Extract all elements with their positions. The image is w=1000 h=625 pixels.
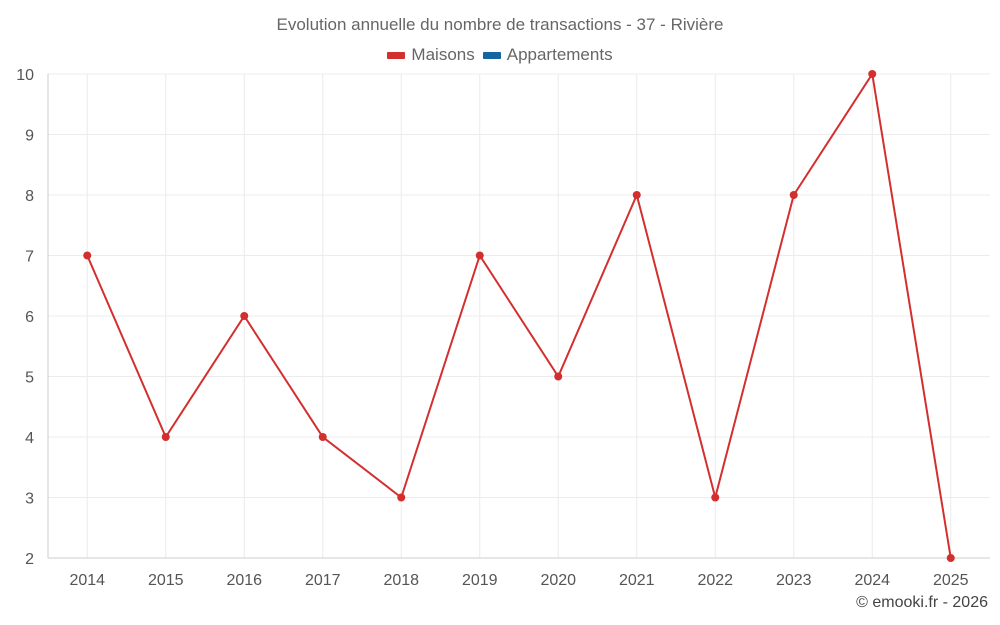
y-tick-label: 3 xyxy=(25,491,34,508)
data-point xyxy=(711,493,720,502)
data-point xyxy=(632,191,641,199)
data-point xyxy=(475,251,484,260)
data-point xyxy=(868,70,877,78)
legend-label-maisons: Maisons xyxy=(411,45,475,64)
x-tick-label: 2018 xyxy=(383,572,419,589)
y-tick-label: 9 xyxy=(25,128,34,145)
chart-legend: Maisons Appartements xyxy=(0,45,1000,65)
x-tick-label: 2016 xyxy=(226,572,262,589)
y-tick-label: 7 xyxy=(25,249,34,266)
chart-title: Evolution annuelle du nombre de transact… xyxy=(276,15,724,34)
data-point xyxy=(318,433,327,441)
chart-credit: © emooki.fr - 2026 xyxy=(856,594,988,611)
x-tick-label: 2019 xyxy=(462,572,498,589)
x-tick-label: 2017 xyxy=(305,572,341,589)
y-tick-label: 4 xyxy=(25,430,34,447)
x-tick-label: 2020 xyxy=(540,572,576,589)
x-tick-label: 2014 xyxy=(69,572,105,589)
x-tick-label: 2025 xyxy=(933,572,969,589)
legend-label-appartements: Appartements xyxy=(506,45,613,64)
legend-item-appartements[interactable]: Appartements xyxy=(482,45,613,65)
y-tick-label: 8 xyxy=(25,188,34,205)
series-line-maisons xyxy=(86,71,952,559)
data-point xyxy=(789,191,798,199)
data-point xyxy=(554,372,563,381)
data-point xyxy=(83,251,92,260)
x-tick-label: 2015 xyxy=(148,572,184,589)
y-tick-label: 6 xyxy=(25,309,34,326)
legend-item-maisons[interactable]: Maisons xyxy=(387,45,475,65)
legend-swatch-maisons xyxy=(387,51,406,59)
x-tick-label: 2023 xyxy=(776,572,812,589)
x-tick-label: 2022 xyxy=(697,572,733,589)
data-point xyxy=(240,312,249,320)
x-tick-label: 2024 xyxy=(854,572,890,589)
x-tick-label: 2021 xyxy=(619,572,655,589)
data-point xyxy=(397,493,406,502)
y-tick-label: 10 xyxy=(16,67,34,84)
data-point xyxy=(946,554,955,562)
legend-swatch-appartements xyxy=(482,51,501,59)
y-tick-label: 5 xyxy=(25,370,34,387)
y-tick-label: 2 xyxy=(25,551,34,568)
data-point xyxy=(161,433,170,441)
